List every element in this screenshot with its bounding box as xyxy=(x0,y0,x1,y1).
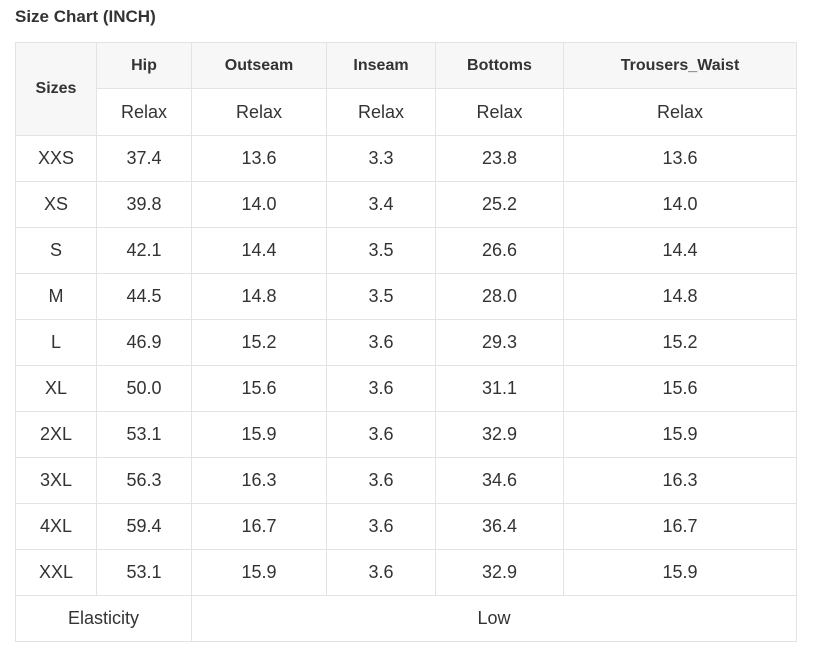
bottoms-cell: 34.6 xyxy=(435,457,564,504)
inseam-cell: 3.6 xyxy=(326,319,436,366)
size-cell: 2XL xyxy=(15,411,97,458)
trousers-waist-cell: 15.9 xyxy=(563,549,797,596)
size-chart-table: Sizes Hip Outseam Inseam Bottoms Trouser… xyxy=(15,42,797,642)
inseam-cell: 3.3 xyxy=(326,135,436,182)
outseam-cell: 16.3 xyxy=(191,457,327,504)
trousers-waist-cell: 14.4 xyxy=(563,227,797,274)
table-row: 4XL 59.4 16.7 3.6 36.4 16.7 xyxy=(15,503,797,550)
size-cell: XS xyxy=(15,181,97,228)
hip-cell: 50.0 xyxy=(96,365,192,412)
header-bottoms: Bottoms xyxy=(435,42,564,89)
bottoms-cell: 26.6 xyxy=(435,227,564,274)
table-row: XXS 37.4 13.6 3.3 23.8 13.6 xyxy=(15,135,797,182)
inseam-cell: 3.5 xyxy=(326,227,436,274)
table-row: XL 50.0 15.6 3.6 31.1 15.6 xyxy=(15,365,797,412)
header-outseam: Outseam xyxy=(191,42,327,89)
size-cell: L xyxy=(15,319,97,366)
inseam-cell: 3.4 xyxy=(326,181,436,228)
outseam-cell: 13.6 xyxy=(191,135,327,182)
size-cell: XXL xyxy=(15,549,97,596)
outseam-cell: 15.2 xyxy=(191,319,327,366)
outseam-cell: 14.4 xyxy=(191,227,327,274)
outseam-cell: 15.9 xyxy=(191,411,327,458)
outseam-cell: 14.0 xyxy=(191,181,327,228)
bottoms-cell: 28.0 xyxy=(435,273,564,320)
size-cell: 4XL xyxy=(15,503,97,550)
hip-cell: 37.4 xyxy=(96,135,192,182)
hip-cell: 46.9 xyxy=(96,319,192,366)
bottoms-cell: 32.9 xyxy=(435,549,564,596)
table-row: XXL 53.1 15.9 3.6 32.9 15.9 xyxy=(15,549,797,596)
subheader-inseam: Relax xyxy=(326,88,436,136)
trousers-waist-cell: 16.7 xyxy=(563,503,797,550)
table-row: XS 39.8 14.0 3.4 25.2 14.0 xyxy=(15,181,797,228)
table-row: 2XL 53.1 15.9 3.6 32.9 15.9 xyxy=(15,411,797,458)
size-cell: M xyxy=(15,273,97,320)
hip-cell: 39.8 xyxy=(96,181,192,228)
hip-cell: 42.1 xyxy=(96,227,192,274)
inseam-cell: 3.6 xyxy=(326,549,436,596)
header-sizes: Sizes xyxy=(15,42,97,136)
hip-cell: 59.4 xyxy=(96,503,192,550)
table-row: L 46.9 15.2 3.6 29.3 15.2 xyxy=(15,319,797,366)
subheader-hip: Relax xyxy=(96,88,192,136)
elasticity-row: Elasticity Low xyxy=(15,595,797,642)
page-title: Size Chart (INCH) xyxy=(15,7,156,26)
trousers-waist-cell: 16.3 xyxy=(563,457,797,504)
trousers-waist-cell: 15.6 xyxy=(563,365,797,412)
header-inseam: Inseam xyxy=(326,42,436,89)
size-cell: XXS xyxy=(15,135,97,182)
subheader-row: Relax Relax Relax Relax Relax xyxy=(16,88,797,136)
header-row: Sizes Hip Outseam Inseam Bottoms Trouser… xyxy=(15,42,797,136)
bottoms-cell: 23.8 xyxy=(435,135,564,182)
outseam-cell: 15.6 xyxy=(191,365,327,412)
size-cell: 3XL xyxy=(15,457,97,504)
hip-cell: 53.1 xyxy=(96,411,192,458)
outseam-cell: 14.8 xyxy=(191,273,327,320)
inseam-cell: 3.6 xyxy=(326,457,436,504)
table-row: 3XL 56.3 16.3 3.6 34.6 16.3 xyxy=(15,457,797,504)
bottoms-cell: 36.4 xyxy=(435,503,564,550)
bottoms-cell: 29.3 xyxy=(435,319,564,366)
outseam-cell: 15.9 xyxy=(191,549,327,596)
elasticity-label: Elasticity xyxy=(15,595,192,642)
hip-cell: 56.3 xyxy=(96,457,192,504)
subheader-outseam: Relax xyxy=(191,88,327,136)
subheader-trousers-waist: Relax xyxy=(563,88,797,136)
outseam-cell: 16.7 xyxy=(191,503,327,550)
inseam-cell: 3.6 xyxy=(326,411,436,458)
size-cell: XL xyxy=(15,365,97,412)
bottoms-cell: 31.1 xyxy=(435,365,564,412)
trousers-waist-cell: 14.8 xyxy=(563,273,797,320)
trousers-waist-cell: 15.2 xyxy=(563,319,797,366)
table-row: S 42.1 14.4 3.5 26.6 14.4 xyxy=(15,227,797,274)
bottoms-cell: 32.9 xyxy=(435,411,564,458)
trousers-waist-cell: 13.6 xyxy=(563,135,797,182)
subheader-bottoms: Relax xyxy=(435,88,564,136)
header-trousers-waist: Trousers_Waist xyxy=(563,42,797,89)
inseam-cell: 3.6 xyxy=(326,503,436,550)
header-hip: Hip xyxy=(96,42,192,89)
hip-cell: 44.5 xyxy=(96,273,192,320)
elasticity-value: Low xyxy=(191,595,797,642)
inseam-cell: 3.5 xyxy=(326,273,436,320)
inseam-cell: 3.6 xyxy=(326,365,436,412)
table-row: M 44.5 14.8 3.5 28.0 14.8 xyxy=(15,273,797,320)
bottoms-cell: 25.2 xyxy=(435,181,564,228)
size-cell: S xyxy=(15,227,97,274)
hip-cell: 53.1 xyxy=(96,549,192,596)
trousers-waist-cell: 15.9 xyxy=(563,411,797,458)
trousers-waist-cell: 14.0 xyxy=(563,181,797,228)
